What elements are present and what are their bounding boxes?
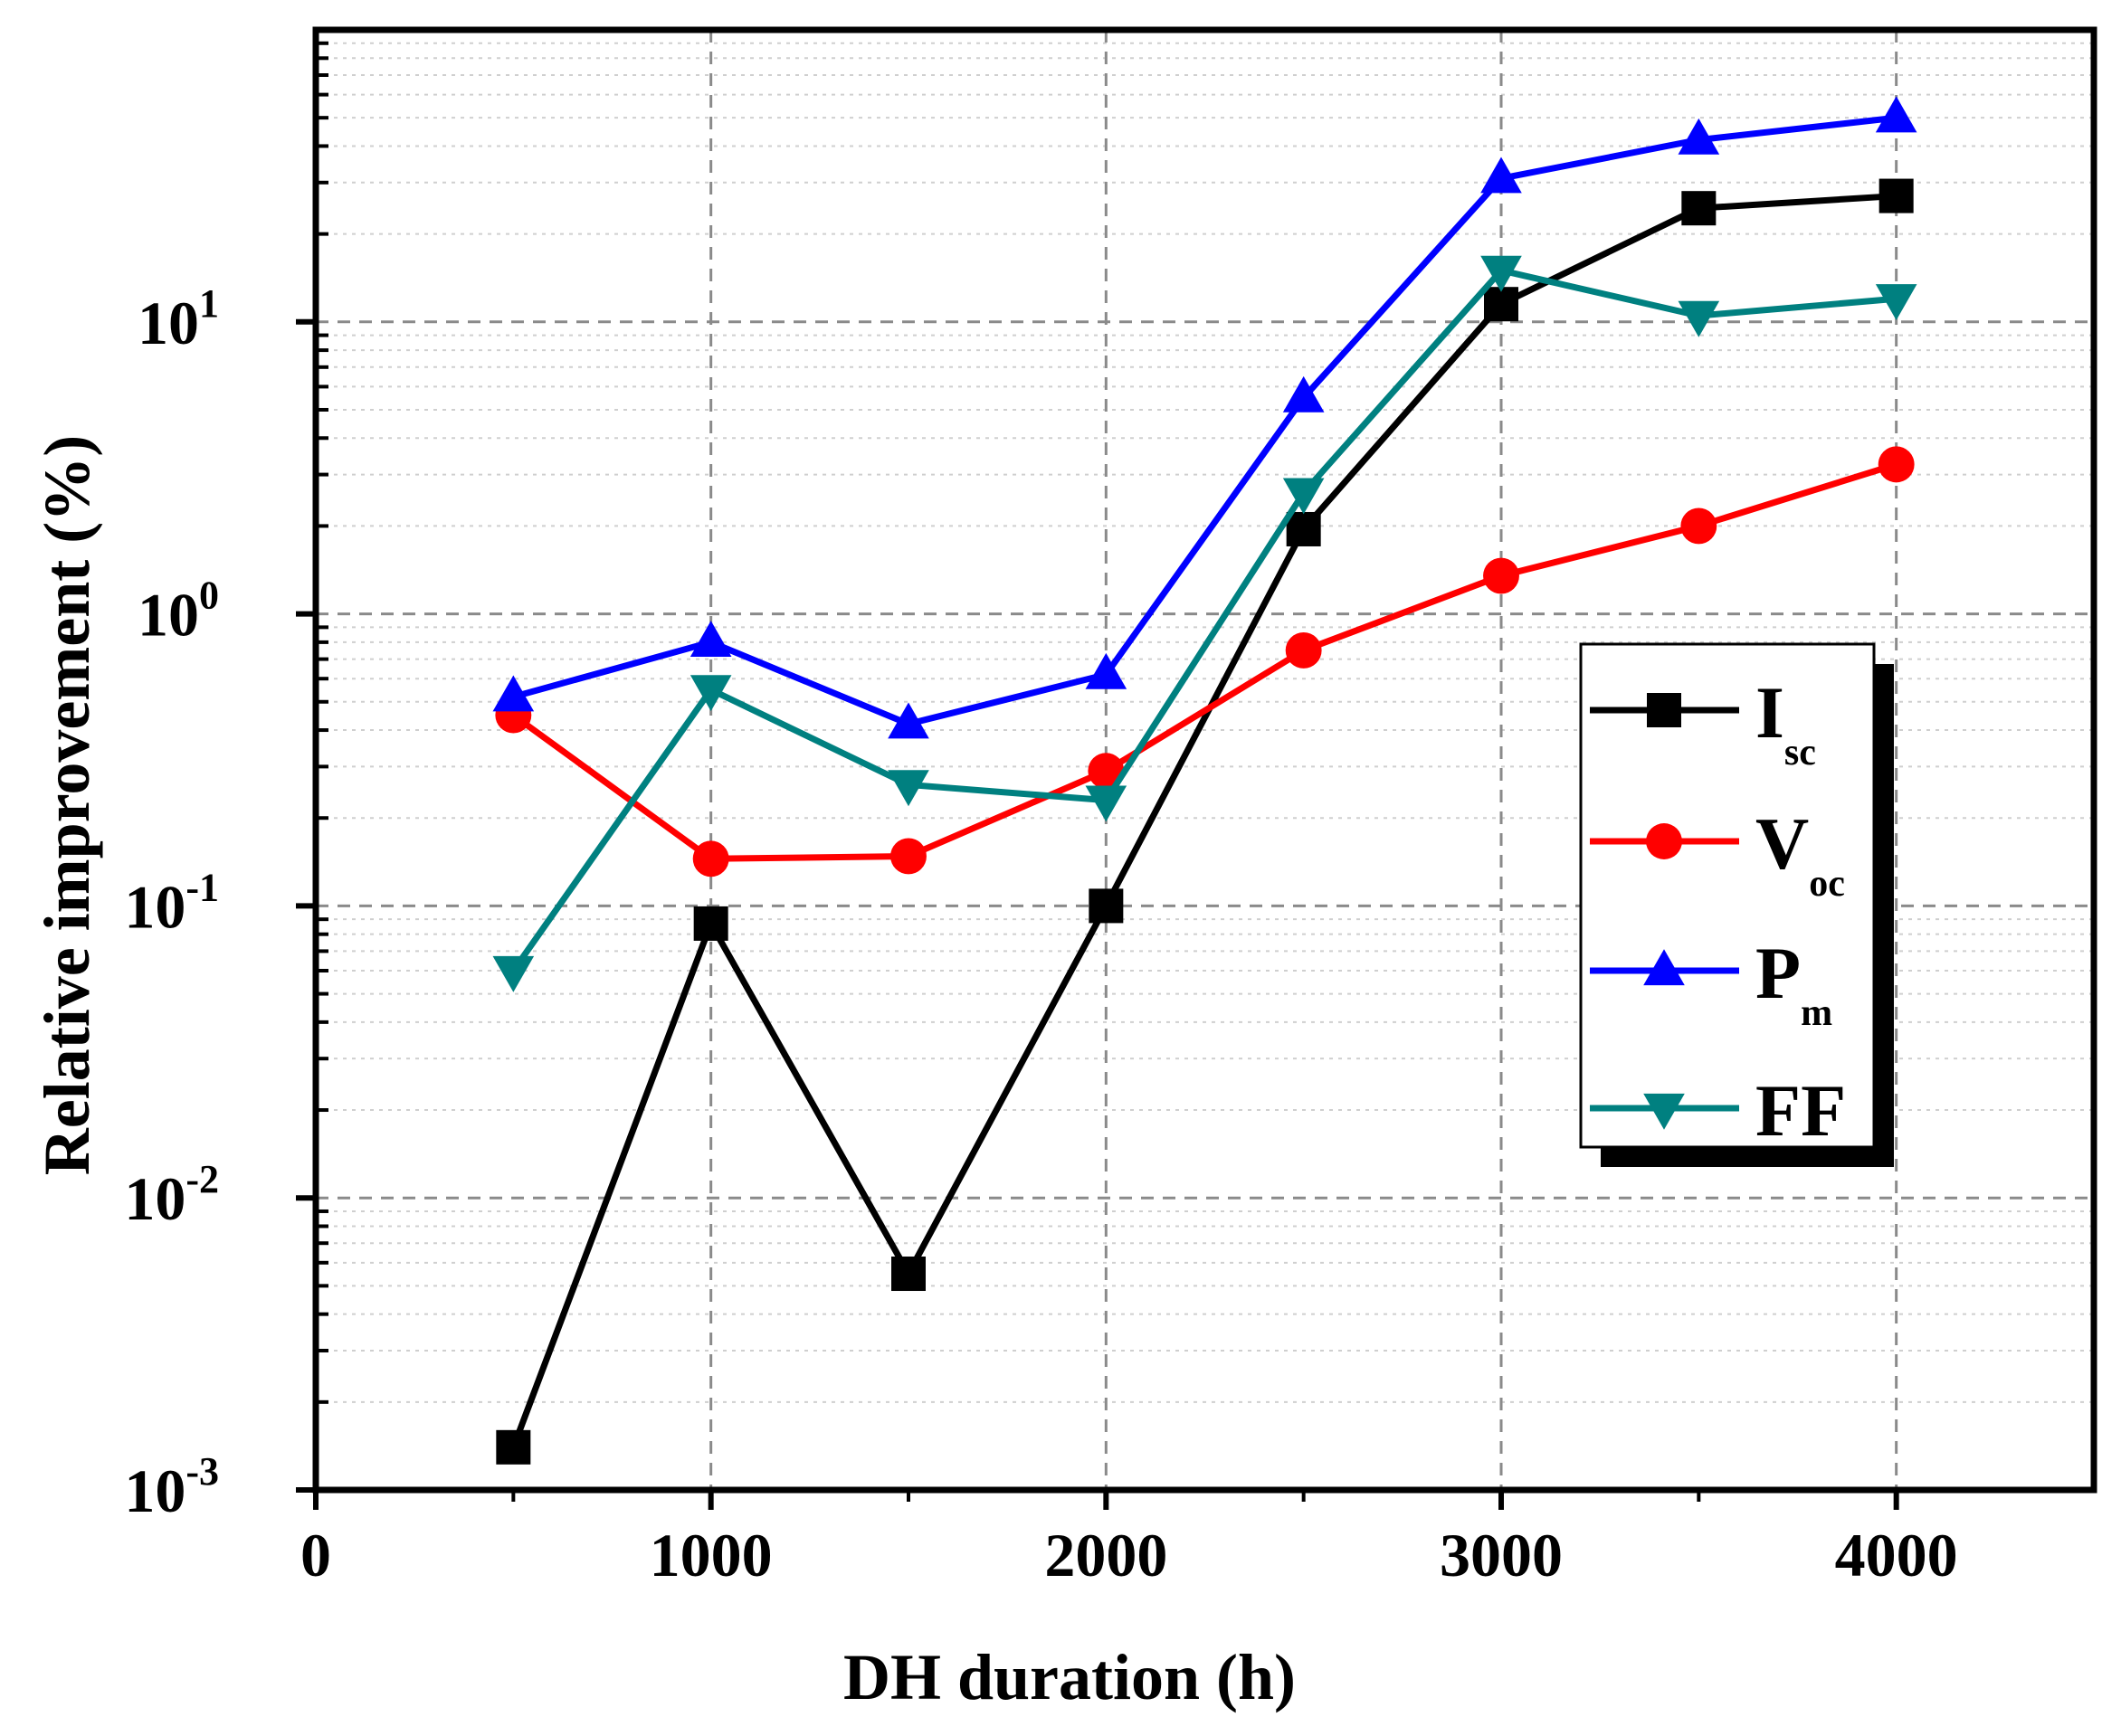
y-tick-exponent: 1 <box>199 281 219 326</box>
data-point-pm <box>1480 157 1522 194</box>
data-point-pm <box>1085 652 1127 689</box>
plot-frame <box>312 26 2097 1494</box>
series-line-isc <box>510 193 1897 1449</box>
data-point-ff <box>1085 785 1127 822</box>
y-tick-exponent: -2 <box>185 1157 219 1201</box>
legend-subscript-pm: m <box>1801 992 1832 1034</box>
series-layer <box>492 96 1917 1465</box>
series-line-pm <box>512 114 1897 727</box>
y-tick-exponent: -3 <box>185 1449 219 1494</box>
data-point-isc <box>891 1257 926 1292</box>
data-point-isc <box>1878 178 1914 213</box>
data-point-ff <box>492 955 535 992</box>
data-point-voc <box>890 838 927 875</box>
data-point-pm <box>1875 96 1917 133</box>
series-line-ff <box>510 267 1897 973</box>
data-point-pm <box>1678 118 1720 155</box>
legend-subscript-isc: sc <box>1784 732 1816 773</box>
x-tick-label: 1000 <box>650 1521 773 1589</box>
data-point-voc <box>1680 508 1717 545</box>
data-point-isc <box>1484 287 1518 322</box>
x-tick-label: 4000 <box>1835 1521 1958 1589</box>
x-axis-label: DH duration (h) <box>843 1641 1296 1713</box>
data-point-isc <box>1089 888 1124 924</box>
data-point-pm <box>888 702 929 739</box>
y-tick-label: 10-1 <box>124 865 219 941</box>
y-axis-label: Relative improvement (%) <box>31 435 103 1175</box>
data-point-ff <box>1480 255 1522 292</box>
y-tick-label: 10-3 <box>124 1449 219 1525</box>
y-tick-label: 100 <box>138 574 219 650</box>
y-tick-label: 10-2 <box>124 1157 219 1233</box>
data-point-isc <box>496 1429 531 1465</box>
data-point-ff <box>1282 478 1325 515</box>
data-point-voc <box>1878 446 1915 483</box>
legend-marker-pm <box>1643 949 1685 986</box>
data-point-voc <box>692 840 729 877</box>
data-point-pm <box>492 675 535 712</box>
x-tick-label: 3000 <box>1440 1521 1563 1589</box>
data-point-isc <box>693 906 728 941</box>
legend-label-ff: FF <box>1755 1069 1846 1152</box>
data-point-ff <box>1875 284 1917 320</box>
legend-marker-voc <box>1646 823 1682 859</box>
x-tick-label: 2000 <box>1044 1521 1167 1589</box>
data-point-isc <box>1286 511 1321 546</box>
data-point-pm <box>1282 375 1325 413</box>
data-point-ff <box>888 770 929 807</box>
data-point-pm <box>690 621 732 658</box>
data-point-ff <box>1678 300 1720 337</box>
x-tick-label: 0 <box>300 1521 331 1589</box>
y-tick-label: 101 <box>138 281 219 357</box>
data-point-ff <box>690 675 732 712</box>
legend-box <box>1579 642 1876 1149</box>
legend-marker-isc <box>1647 693 1681 727</box>
y-tick-exponent: -1 <box>185 865 219 909</box>
data-point-voc <box>1483 557 1519 594</box>
data-point-isc <box>1681 191 1717 226</box>
data-point-voc <box>1088 753 1125 790</box>
data-point-voc <box>1285 631 1322 669</box>
series-line-voc <box>511 461 1897 862</box>
y-tick-exponent: 0 <box>199 574 219 618</box>
legend-subscript-voc: oc <box>1809 863 1845 905</box>
legend-marker-ff <box>1643 1093 1685 1130</box>
